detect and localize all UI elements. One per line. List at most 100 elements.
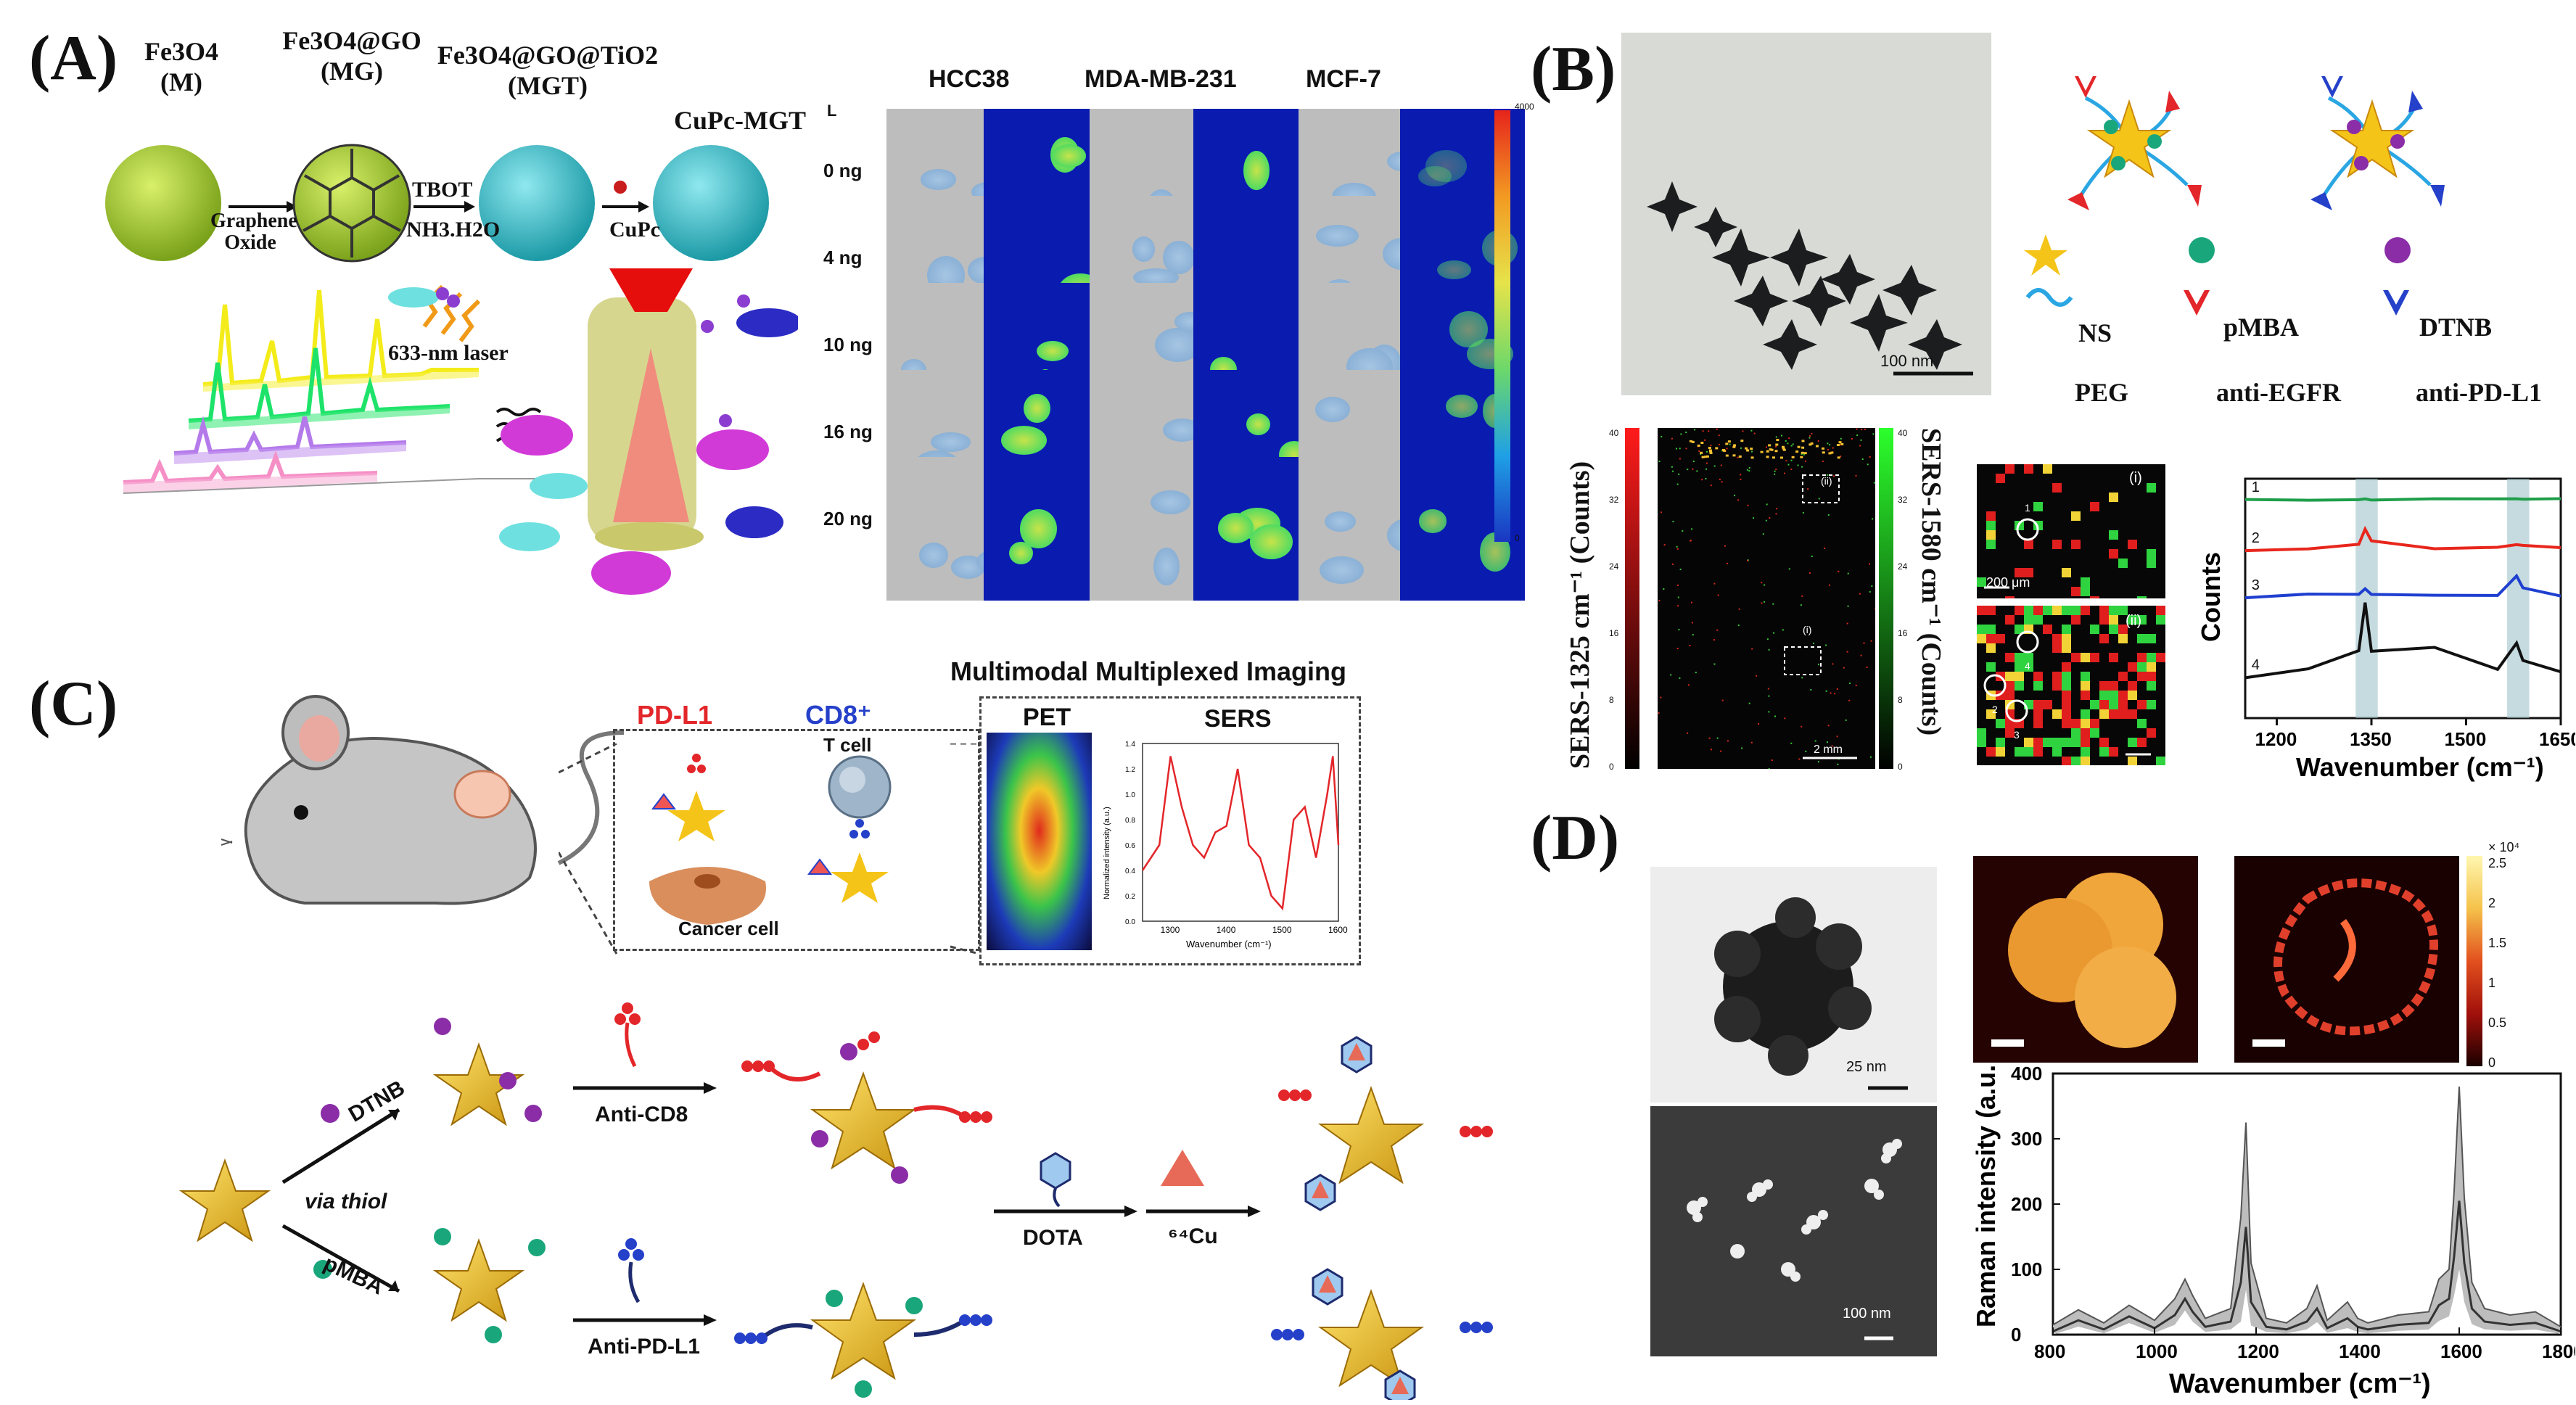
inset-pixel xyxy=(2005,596,2015,606)
map-pixel xyxy=(1798,758,1801,760)
map-pixel xyxy=(1827,514,1830,516)
inset-pixel xyxy=(1986,709,1996,719)
map-pixel xyxy=(1827,474,1829,476)
map-pixel xyxy=(1672,521,1674,523)
map-pixel xyxy=(1682,530,1684,532)
inset-pixel xyxy=(2062,625,2071,634)
map-pixel xyxy=(1768,648,1770,651)
map-pixel xyxy=(1859,445,1861,447)
map-colorbar-red xyxy=(1625,428,1639,769)
inset-pixel xyxy=(2052,738,2062,747)
inset-pixel xyxy=(2033,700,2043,709)
map-pixel xyxy=(1695,672,1697,674)
map-pixel xyxy=(1663,588,1665,590)
map-pixel xyxy=(1788,437,1790,440)
inset-pixel xyxy=(2137,596,2147,606)
band-1340 xyxy=(2355,479,2378,718)
cupc-mgt-sphere xyxy=(653,145,769,261)
inset-pixel xyxy=(2024,615,2033,625)
map-pixel xyxy=(1726,448,1728,450)
inset-pixel xyxy=(1986,634,1996,643)
map-pixel xyxy=(1792,443,1794,445)
d-plot-frame xyxy=(2052,1072,2562,1336)
d-cb-tick: 0 xyxy=(2488,1055,2496,1070)
map-pixel xyxy=(1676,584,1679,586)
inset-pixel xyxy=(2024,747,2033,757)
map-pixel xyxy=(1756,675,1758,677)
inset-pixel xyxy=(2137,634,2147,643)
cellline-mda: MDA-MB-231 xyxy=(1085,65,1237,93)
map-right-axis: SERS-1580 cm⁻¹ (Counts) xyxy=(1916,428,1946,736)
map-pixel xyxy=(1661,435,1663,437)
dose-label: 0 ng xyxy=(823,160,863,181)
roi-i-box xyxy=(1784,646,1822,675)
map-pixel xyxy=(1785,440,1787,442)
map-pixel xyxy=(1758,722,1760,725)
map-pixel xyxy=(1851,438,1853,440)
c-xtick: 1300 xyxy=(1161,925,1180,935)
map-pixel xyxy=(1836,736,1838,738)
inset-pixel xyxy=(2147,559,2156,568)
map-pixel xyxy=(1822,451,1825,454)
d-upper-line xyxy=(2052,1086,2561,1328)
map-pixel xyxy=(1734,495,1736,497)
map-pixel xyxy=(1701,479,1703,481)
map-pixel xyxy=(1709,450,1713,453)
map-pixel xyxy=(1740,440,1744,442)
dose-label: 4 ng xyxy=(823,247,863,268)
map-pixel xyxy=(1692,468,1694,470)
inset-pixel xyxy=(2099,681,2109,691)
inset-pixel xyxy=(1977,625,1986,634)
d-xtick-label: 1000 xyxy=(2136,1340,2178,1362)
map-pixel xyxy=(1832,447,1834,449)
inset-pixel xyxy=(2062,738,2071,747)
map-pixel xyxy=(1733,444,1737,447)
inset-pixel xyxy=(2137,615,2147,625)
map-pixel xyxy=(1808,572,1811,574)
map-pixel xyxy=(1677,596,1679,598)
map-pixel xyxy=(1671,437,1673,440)
inset-pixel xyxy=(1986,606,1996,615)
map-pixel xyxy=(1766,503,1768,506)
map-pixel xyxy=(1769,516,1771,519)
arrow3-label: CuPc xyxy=(609,218,660,242)
mgt-sphere xyxy=(479,145,595,261)
d-xtick-label: 800 xyxy=(2034,1340,2065,1362)
inset-pixel xyxy=(2005,691,2015,700)
panel-b-spectra-chart: 1 2 3 4 1200 1350 1500 1650Wavenumber (cm⁻¹) Cou… xyxy=(2196,477,2575,782)
inset-pixel xyxy=(2128,691,2137,700)
inset-pixel xyxy=(2024,606,2033,615)
map-pixel xyxy=(1676,545,1678,548)
map-pixel xyxy=(1658,600,1661,602)
inset-pixel xyxy=(2109,681,2118,691)
map-pixel xyxy=(1691,528,1693,530)
inset-pixel xyxy=(2128,615,2137,625)
roi-number: 3 xyxy=(2014,729,2020,741)
cell xyxy=(1217,512,1254,543)
roi-marker xyxy=(1983,674,2007,697)
tem-core-satellite xyxy=(1650,867,1937,1103)
map-pixel xyxy=(1774,470,1776,472)
map-pixel xyxy=(1679,568,1682,570)
map-pixel xyxy=(1658,461,1661,463)
map-pixel xyxy=(1859,593,1861,595)
c-plot-frame xyxy=(1142,743,1339,922)
c-ytick: 1.2 xyxy=(1125,766,1135,774)
inset-pixel xyxy=(2024,662,2033,672)
d-ytick-label: 200 xyxy=(2011,1193,2042,1215)
map-pixel xyxy=(1782,447,1785,450)
map-pixel xyxy=(1791,456,1795,458)
legend-ns: NS xyxy=(2078,318,2112,347)
mouse-illustration xyxy=(221,695,624,905)
map-pixel xyxy=(1691,622,1693,624)
map-pixel xyxy=(1764,601,1766,603)
imaging-title: Multimodal Multiplexed Imaging xyxy=(950,656,1347,686)
inset-pixel xyxy=(1977,577,1986,587)
arrow1-label: Graphene Oxide xyxy=(210,210,297,254)
inset-pixel xyxy=(2099,738,2109,747)
map-pixel xyxy=(1828,584,1830,586)
inset-pixel xyxy=(2081,691,2090,700)
inset-scale: 200 μm xyxy=(1986,575,2030,590)
inset-pixel xyxy=(2118,625,2128,634)
nanotag-schematic xyxy=(2024,76,2445,316)
